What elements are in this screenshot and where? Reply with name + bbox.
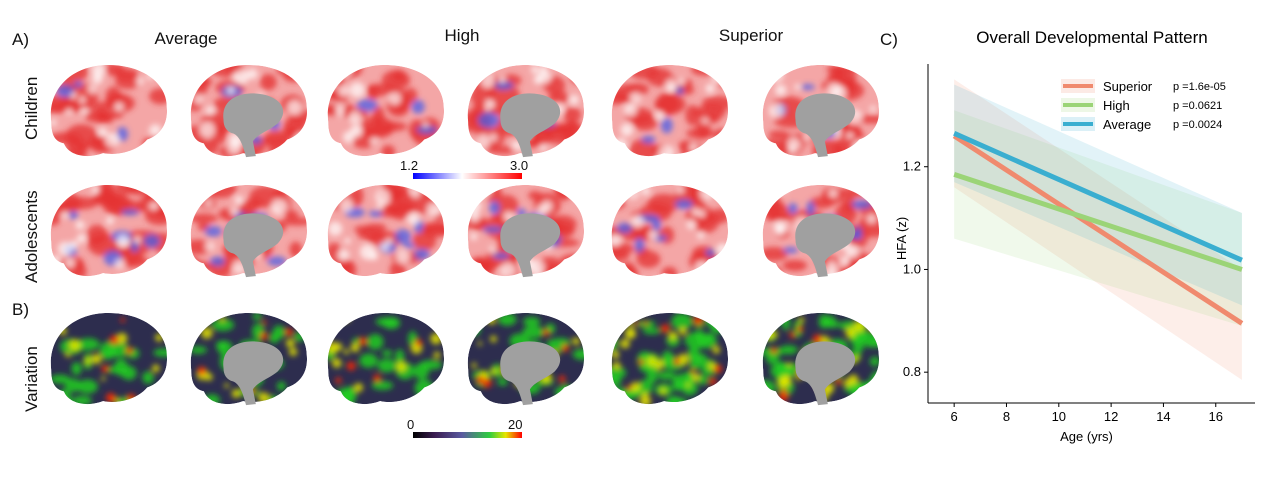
y-tick-label: 0.8	[903, 364, 921, 379]
hfa-colorbar-min-label: 1.2	[400, 158, 419, 173]
column-title-superior: Superior	[718, 26, 784, 45]
medial-wall	[223, 93, 284, 158]
medial-wall	[223, 213, 284, 278]
medial-wall	[795, 341, 856, 406]
medial-wall	[500, 213, 561, 278]
brain-hemisphere	[611, 64, 729, 157]
x-tick-label: 6	[951, 409, 958, 424]
legend-pvalue-average: p =0.0024	[1173, 119, 1222, 131]
series-line-superior	[952, 133, 1244, 326]
medial-wall	[500, 93, 561, 158]
x-tick-label: 8	[1003, 409, 1010, 424]
x-tick-label: 14	[1156, 409, 1170, 424]
y-tick-label: 1.0	[903, 261, 921, 276]
brain-hemisphere	[327, 184, 445, 277]
hfa-colorbar	[413, 173, 522, 179]
medial-wall	[500, 341, 561, 406]
panel-letter-b: B)	[12, 300, 29, 319]
brain-hemisphere	[50, 312, 168, 405]
brain-hemisphere	[327, 312, 445, 405]
series-line-high	[953, 172, 1243, 272]
panel-letter-c: C)	[880, 30, 898, 49]
legend-label-superior: Superior	[1103, 79, 1153, 94]
brain-maps-figure	[50, 64, 880, 438]
legend-pvalue-high: p =0.0621	[1173, 100, 1222, 112]
legend-label-high: High	[1103, 98, 1130, 113]
chart-title: Overall Developmental Pattern	[976, 28, 1208, 47]
panel-letter-a: A)	[12, 30, 29, 49]
series-line-average	[953, 131, 1243, 263]
y-axis-label: HFA (z)	[894, 217, 909, 260]
variation-colorbar	[413, 432, 522, 438]
variation-colorbar-min-label: 0	[407, 417, 415, 432]
x-axis-label: Age (yrs)	[1060, 429, 1113, 444]
legend-label-average: Average	[1103, 117, 1151, 132]
medial-wall	[795, 93, 856, 158]
column-title-high: High	[444, 26, 480, 45]
medial-wall	[795, 213, 856, 278]
y-tick-label: 1.2	[903, 159, 921, 174]
x-tick-label: 10	[1052, 409, 1066, 424]
legend-pvalue-superior: p =1.6e-05	[1173, 81, 1226, 93]
medial-wall	[223, 341, 284, 406]
x-tick-label: 12	[1104, 409, 1118, 424]
hfa-colorbar-max-label: 3.0	[510, 158, 529, 173]
column-title-average: Average	[154, 29, 218, 48]
variation-colorbar-max-label: 20	[508, 417, 523, 432]
x-tick-label: 16	[1209, 409, 1223, 424]
brain-hemisphere	[50, 184, 168, 277]
